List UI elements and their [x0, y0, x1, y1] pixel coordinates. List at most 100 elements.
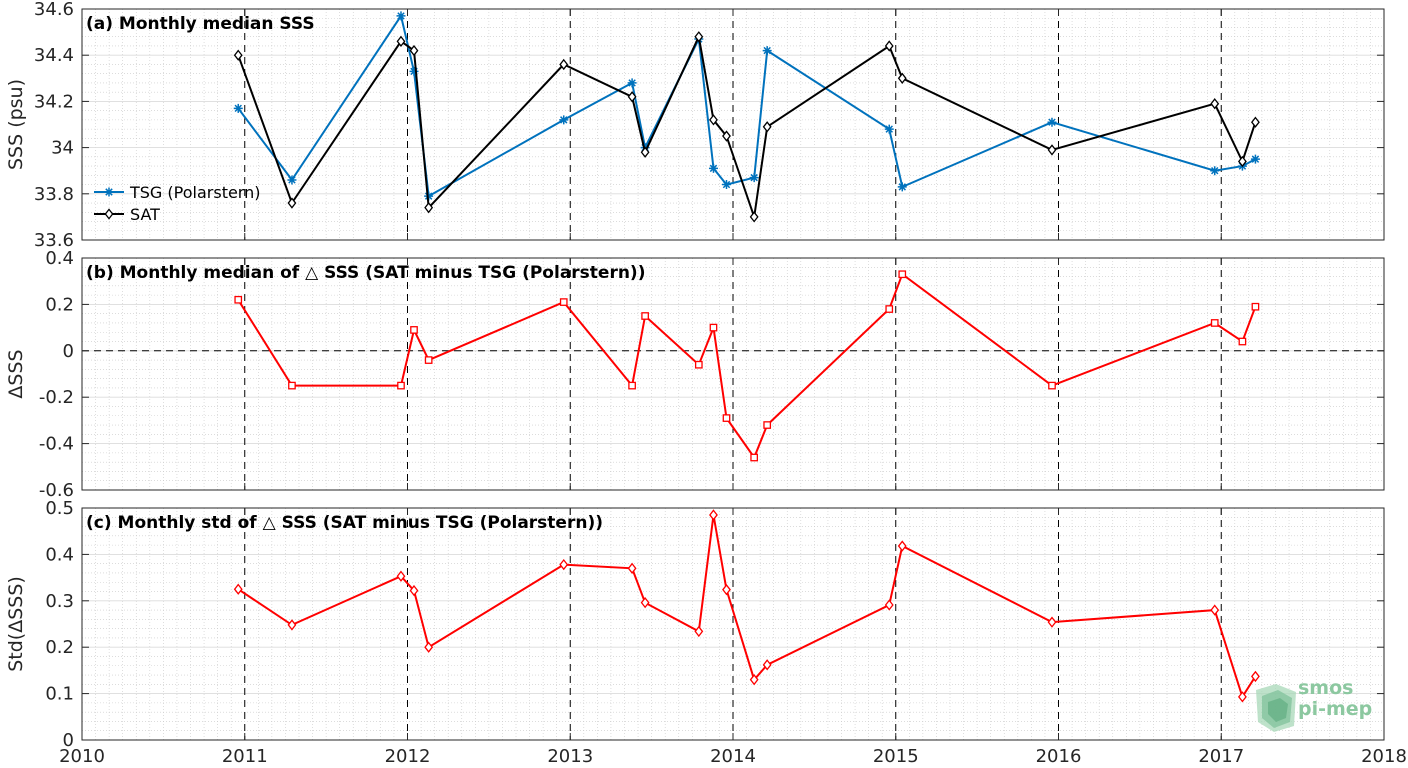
data-point	[627, 562, 637, 574]
y-tick-label: 0.2	[45, 294, 74, 315]
x-tick-label: 2012	[385, 746, 431, 767]
data-point	[1251, 116, 1260, 128]
data-point	[884, 124, 894, 134]
data-point	[762, 659, 772, 671]
data-point	[410, 326, 418, 334]
data-point	[1237, 155, 1247, 168]
panel-title: (c) Monthly std of △ SSS (SAT minus TSG …	[86, 513, 603, 533]
y-tick-label: -0.2	[39, 387, 74, 408]
y-tick-label: 0.3	[45, 591, 74, 612]
y-tick-label: 0.1	[45, 684, 74, 705]
data-point	[722, 130, 731, 142]
data-point	[749, 173, 759, 183]
legend-label: TSG (Polarstern)	[129, 183, 260, 202]
y-axis-label: ΔSSS	[5, 349, 27, 398]
y-tick-label: 33.8	[34, 184, 74, 205]
y-tick-label: 34	[51, 138, 74, 159]
data-point	[1250, 154, 1260, 164]
x-tick-label: 2011	[222, 746, 268, 767]
data-point	[627, 91, 637, 103]
data-point	[1210, 604, 1220, 616]
data-point	[885, 305, 894, 313]
data-point	[694, 31, 704, 43]
x-tick-label: 2014	[710, 746, 756, 767]
data-point	[233, 49, 243, 61]
logo-line2: pi-mep	[1298, 698, 1373, 720]
data-point	[288, 381, 296, 390]
data-point	[396, 11, 406, 21]
data-point	[1251, 670, 1260, 683]
series-0	[233, 11, 1260, 201]
y-tick-label: 34.6	[34, 0, 74, 20]
chart-panel-2: 0 0.1 0.2 0.3 0.4 0.5 2010 2011 2012 2013 2014 2015…	[5, 498, 1407, 767]
series-1	[233, 31, 1260, 223]
y-tick-label: 0.4	[45, 248, 74, 269]
y-tick-label: 34.2	[34, 91, 74, 112]
chart-panel-1: -0.6 -0.4 -0.2 0 0.2 0.4 ΔSSS (b) Monthly media…	[5, 248, 1385, 501]
x-tick-label: 2017	[1198, 746, 1244, 767]
data-point	[884, 599, 894, 611]
data-point	[424, 356, 433, 364]
data-point	[694, 360, 703, 369]
data-point	[559, 115, 569, 125]
data-point	[641, 312, 649, 320]
data-point	[709, 114, 718, 126]
data-point	[409, 44, 419, 57]
data-point	[287, 175, 297, 185]
panel-title: (a) Monthly median SSS	[86, 14, 315, 34]
data-point	[1210, 98, 1220, 110]
series-0	[234, 270, 1260, 462]
data-point	[897, 182, 907, 192]
ticks	[81, 257, 1385, 491]
series-0	[233, 509, 1260, 703]
data-point	[750, 453, 759, 462]
legend-marker	[104, 187, 114, 197]
legend: TSG (Polarstern) SAT	[94, 183, 260, 224]
logo-emblem-icon	[1256, 684, 1296, 732]
legend-marker	[104, 208, 114, 220]
data-point	[1238, 337, 1247, 346]
data-point	[897, 540, 907, 552]
y-tick-label: 34.4	[34, 45, 74, 66]
y-tick-label: 0.5	[45, 498, 74, 519]
data-point	[287, 197, 297, 209]
data-point	[709, 509, 718, 521]
data-point	[1210, 166, 1220, 176]
data-point	[233, 583, 243, 595]
data-point	[396, 570, 406, 582]
y-tick-label: 0	[63, 730, 74, 751]
data-point	[1251, 302, 1260, 311]
data-point	[762, 46, 772, 56]
y-tick-label: -0.4	[39, 434, 74, 455]
data-point	[884, 40, 894, 52]
data-point	[1237, 691, 1247, 703]
chart-panel-0: 33.6 33.8 34 34.2 34.4 34.6 SSS (psu) (a) Month…	[5, 0, 1385, 251]
data-point	[749, 674, 759, 686]
data-point	[559, 298, 568, 306]
y-tick-label: 0	[63, 341, 74, 362]
data-point	[762, 121, 772, 133]
data-point	[897, 72, 907, 84]
data-point	[749, 211, 759, 223]
data-point	[640, 146, 650, 158]
data-point	[234, 295, 243, 304]
logo-line1: smos	[1298, 677, 1354, 699]
data-point	[1210, 319, 1219, 327]
data-point	[424, 191, 434, 201]
data-point	[409, 584, 419, 597]
ticks	[81, 507, 1385, 741]
data-point	[559, 58, 569, 71]
data-point	[709, 323, 718, 332]
data-point	[424, 641, 434, 653]
legend-label: SAT	[130, 205, 160, 224]
x-tick-label: 2015	[873, 746, 919, 767]
smos-pi-mep-logo: smos pi-mep	[1252, 676, 1382, 736]
data-point	[424, 202, 434, 214]
data-point	[708, 163, 718, 173]
data-point	[627, 78, 637, 88]
x-tick-label: 2018	[1361, 746, 1407, 767]
data-point	[722, 584, 731, 596]
data-point	[640, 597, 650, 609]
y-tick-label: -0.6	[39, 480, 74, 501]
